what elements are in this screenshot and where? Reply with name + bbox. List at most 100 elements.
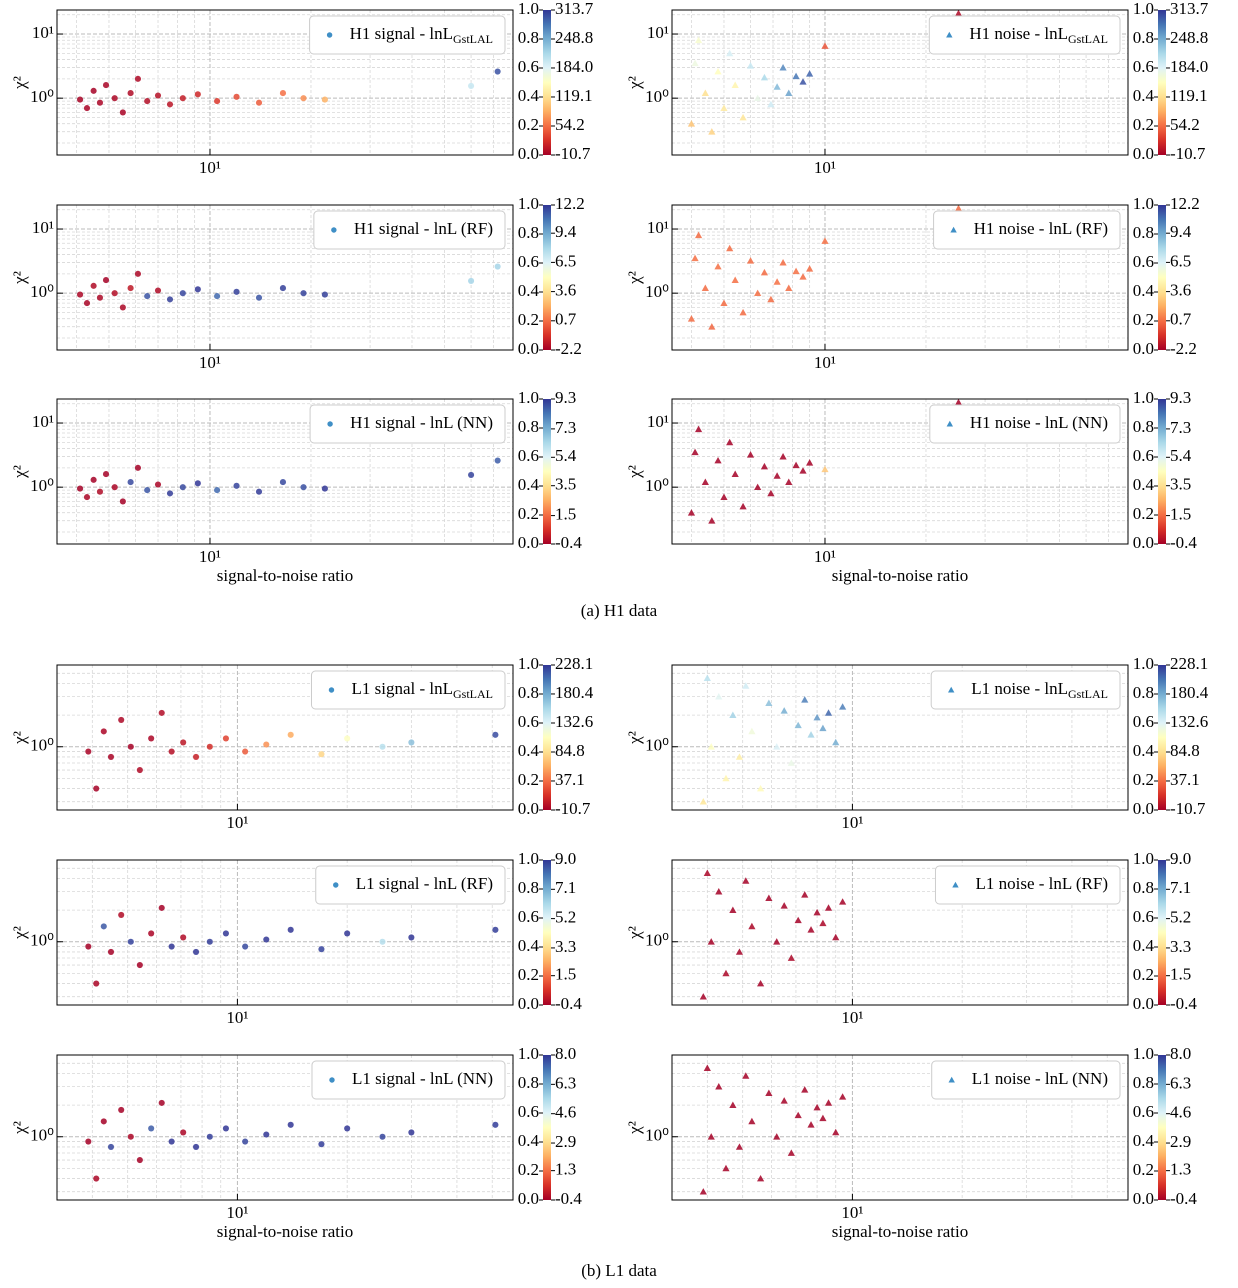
point [255,488,263,495]
point [468,277,475,285]
legend-box [315,865,506,905]
legend: L1 signal - lnL (NN) [311,1060,506,1100]
colorbar-value-label: 6.5 [1170,251,1191,270]
point [839,898,847,905]
point [100,1118,107,1125]
colorbar-value-label: 9.4 [1170,222,1192,241]
legend-text: L1 noise - lnL [971,679,1068,698]
point [206,938,213,945]
point [76,291,84,298]
y-tick-label: 10⁰ [645,282,669,301]
colorbar-tick-label: 0.0 [518,799,539,818]
point [107,948,115,955]
colorbar-tick-label: 1.0 [1133,849,1154,868]
legend: H1 noise - lnL (NN) [929,404,1121,444]
colorbar-tick-label: 0.6 [518,252,539,271]
colorbar-value-label: 1.5 [1170,505,1191,524]
point [813,713,821,721]
point [694,231,703,239]
point [773,1133,781,1140]
point [242,748,249,755]
y-tick-label: 10⁰ [645,931,669,950]
point [726,244,734,252]
colorbar-value-label: 9.3 [1170,388,1191,407]
point [807,731,815,738]
point [96,99,104,106]
colorbar-tick-label: 0.0 [518,994,539,1013]
point [263,741,270,748]
colorbar-tick-label: 0.2 [518,310,539,329]
point [735,1143,744,1150]
legend: H1 noise - lnL (RF) [933,210,1121,250]
axes-frame [56,1054,514,1201]
colorbar-tick-label: 0.8 [1133,878,1154,897]
colorbar-tick-label: 0.2 [518,504,539,523]
legend: L1 noise - lnL (NN) [931,1060,1121,1100]
point [715,888,723,895]
legend-text: H1 signal - lnL (NN) [350,413,493,432]
point [321,96,328,103]
point [168,748,175,755]
legend-text: H1 noise - lnL (RF) [974,219,1108,238]
colorbar-tick-label: 0.4 [1133,475,1155,494]
point [85,748,92,755]
point [703,1064,711,1072]
y-axis-label: χ² [625,76,644,90]
point [166,296,174,303]
legend-text: L1 noise - lnL (RF) [975,874,1108,893]
colorbar [1158,399,1166,544]
point [111,484,118,491]
point [715,1083,723,1090]
point [691,448,699,456]
point [166,490,174,497]
point [954,398,963,406]
x-tick-label: 10¹ [226,813,248,832]
point [90,282,97,289]
point [279,90,287,97]
colorbar-value-label: 1.5 [555,505,576,524]
point [701,478,709,485]
point [821,465,829,473]
point [379,1133,386,1140]
y-axis-label: χ² [625,1121,644,1135]
caption: (a) H1 data [581,601,658,620]
colorbar-tick-label: 0.6 [518,907,539,926]
point [148,735,155,742]
point [492,731,499,738]
legend: H1 noise - lnLGstLAL [928,15,1121,55]
colorbar-tick-label: 0.6 [1133,1102,1154,1121]
colorbar [543,1055,551,1200]
colorbar-value-label: 6.3 [1170,1073,1191,1092]
point [192,753,200,760]
point [118,716,125,723]
colorbar-tick-label: 0.2 [1133,770,1154,789]
x-tick-label: 10¹ [841,813,863,832]
point [806,459,814,466]
point [118,1106,125,1113]
point [799,78,807,85]
legend-label: H1 signal - lnLGstLAL [350,24,493,46]
colorbar-tick-label: 0.8 [1133,223,1154,242]
point [715,693,723,700]
colorbar-tick-label: 0.4 [518,86,540,105]
point [100,728,107,735]
colorbar-tick-label: 1.0 [518,1044,539,1063]
colorbar-tick-label: 0.8 [518,878,539,897]
point [787,1149,795,1156]
point [287,1121,294,1128]
point [765,1089,773,1097]
axes-frame [671,398,1129,545]
point [318,751,325,758]
point [821,42,829,49]
colorbar-value-label: 5.2 [1170,908,1191,927]
colorbar-tick-label: 0.4 [1133,1131,1155,1150]
point [233,93,240,100]
point [807,1121,815,1128]
legend: L1 signal - lnLGstLAL [310,670,506,710]
legend-box [311,1060,506,1100]
colorbar-value-label: 313.7 [1170,0,1209,18]
colorbar-value-label: 1.3 [555,1160,576,1179]
colorbar-value-label: 228.1 [1170,654,1208,673]
